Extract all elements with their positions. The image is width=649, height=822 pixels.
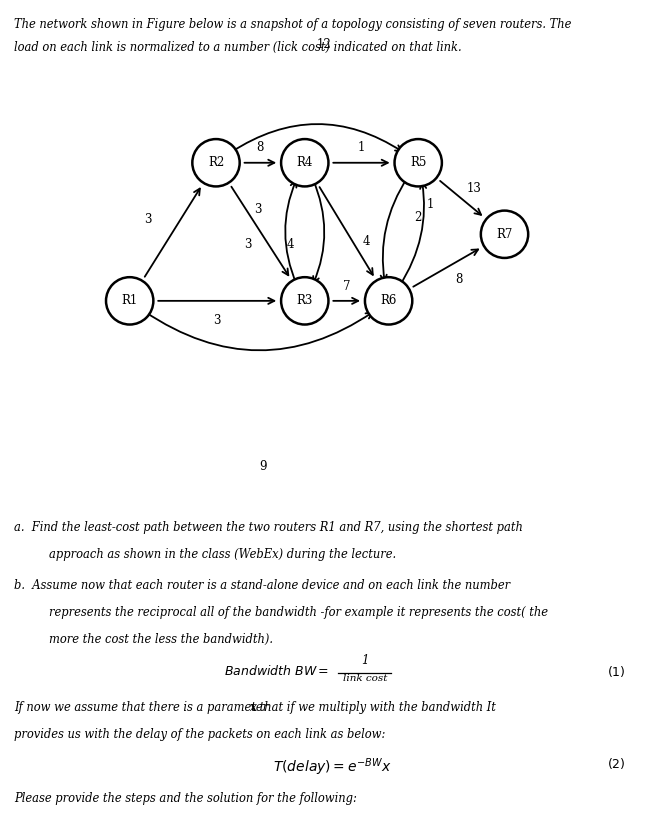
Text: R5: R5 <box>410 156 426 169</box>
Text: provides us with the delay of the packets on each link as below:: provides us with the delay of the packet… <box>14 728 386 741</box>
Circle shape <box>281 139 328 187</box>
Text: R4: R4 <box>297 156 313 169</box>
Text: 12: 12 <box>317 38 332 51</box>
Text: $\mathit{Bandwidth\ BW} =$: $\mathit{Bandwidth\ BW} =$ <box>224 664 329 678</box>
FancyArrowPatch shape <box>144 312 373 350</box>
Text: that if we multiply with the bandwidth It: that if we multiply with the bandwidth I… <box>256 701 496 714</box>
Circle shape <box>281 277 328 325</box>
Text: 3: 3 <box>244 238 252 251</box>
Text: 8: 8 <box>455 274 463 286</box>
FancyArrowPatch shape <box>381 178 408 281</box>
Text: represents the reciprocal all of the bandwidth -for example it represents the co: represents the reciprocal all of the ban… <box>49 606 548 619</box>
FancyArrowPatch shape <box>399 182 426 286</box>
Text: R3: R3 <box>297 294 313 307</box>
Text: 1: 1 <box>427 198 434 211</box>
Text: x: x <box>249 701 256 714</box>
Text: 9: 9 <box>259 459 267 473</box>
Text: R7: R7 <box>496 228 513 241</box>
Circle shape <box>395 139 442 187</box>
Text: The network shown in Figure below is a snapshot of a topology consisting of seve: The network shown in Figure below is a s… <box>14 18 572 31</box>
Circle shape <box>365 277 412 325</box>
Text: 3: 3 <box>145 213 152 226</box>
Text: 3: 3 <box>214 314 221 327</box>
FancyArrowPatch shape <box>231 124 402 152</box>
Circle shape <box>192 139 239 187</box>
Text: b.  Assume now that each router is a stand-alone device and on each link the num: b. Assume now that each router is a stan… <box>14 580 510 593</box>
Text: Please provide the steps and the solution for the following:: Please provide the steps and the solutio… <box>14 792 357 805</box>
Text: 8: 8 <box>257 141 264 155</box>
Text: 3: 3 <box>254 203 262 216</box>
Circle shape <box>481 210 528 258</box>
Text: 2: 2 <box>415 210 422 224</box>
Text: 7: 7 <box>343 279 350 293</box>
Text: R6: R6 <box>380 294 397 307</box>
Circle shape <box>106 277 153 325</box>
Text: R1: R1 <box>121 294 138 307</box>
Text: 4: 4 <box>363 235 370 248</box>
Text: approach as shown in the class (WebEx) during the lecture.: approach as shown in the class (WebEx) d… <box>49 547 396 561</box>
Text: $(2)$: $(2)$ <box>607 756 626 771</box>
Text: 13: 13 <box>466 182 481 195</box>
Text: R2: R2 <box>208 156 224 169</box>
Text: load on each link is normalized to a number (lick cost) indicated on that link.: load on each link is normalized to a num… <box>14 41 462 54</box>
FancyArrowPatch shape <box>313 179 324 283</box>
Text: 1: 1 <box>361 654 369 667</box>
Text: link cost: link cost <box>343 674 387 683</box>
Text: a.  Find the least-cost path between the two routers R1 and R7, using the shorte: a. Find the least-cost path between the … <box>14 521 523 534</box>
Text: $(1)$: $(1)$ <box>607 664 626 679</box>
Text: 4: 4 <box>286 238 294 251</box>
Text: 1: 1 <box>358 141 365 155</box>
Text: $T(\mathit{delay}) = e^{-BW}x$: $T(\mathit{delay}) = e^{-BW}x$ <box>273 756 391 778</box>
FancyArrowPatch shape <box>286 181 297 284</box>
Text: If now we assume that there is a parameter: If now we assume that there is a paramet… <box>14 701 272 714</box>
Text: more the cost the less the bandwidth).: more the cost the less the bandwidth). <box>49 632 273 645</box>
